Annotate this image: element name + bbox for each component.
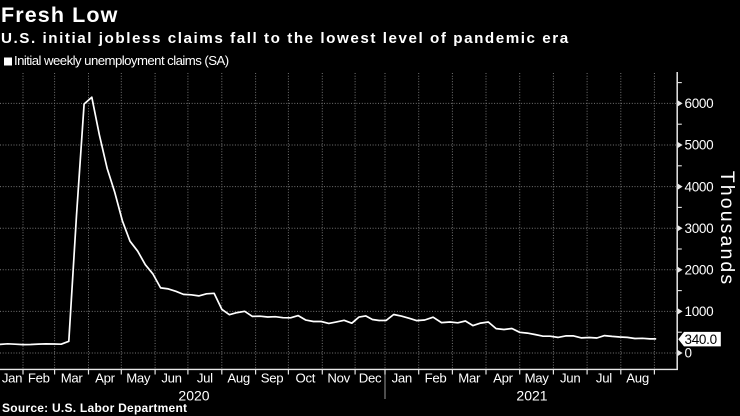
svg-text:Nov: Nov [327,371,350,386]
svg-text:Aug: Aug [227,371,250,386]
svg-text:2021: 2021 [516,388,547,404]
svg-text:2000: 2000 [685,263,714,278]
svg-text:4000: 4000 [685,179,714,194]
svg-text:Feb: Feb [28,371,50,386]
svg-text:1000: 1000 [685,304,714,319]
svg-text:Dec: Dec [359,371,382,386]
svg-text:0: 0 [685,346,692,361]
svg-text:Jun: Jun [560,371,580,386]
svg-text:Apr: Apr [493,371,514,386]
svg-text:Oct: Oct [295,371,315,386]
svg-text:Sep: Sep [261,371,284,386]
svg-text:Fresh Low: Fresh Low [1,3,118,27]
svg-text:Jan: Jan [2,371,22,386]
svg-text:Aug: Aug [626,371,649,386]
svg-text:Feb: Feb [425,371,447,386]
svg-text:3000: 3000 [685,221,714,236]
svg-text:Jul: Jul [596,371,612,386]
svg-text:6000: 6000 [685,96,714,111]
svg-text:Mar: Mar [458,371,481,386]
svg-text:May: May [525,371,550,386]
svg-text:Jun: Jun [161,371,181,386]
svg-text:2020: 2020 [178,388,209,404]
svg-text:U.S. initial jobless claims fa: U.S. initial jobless claims fall to the … [1,30,570,47]
svg-text:Jul: Jul [197,371,213,386]
svg-text:Apr: Apr [95,371,116,386]
svg-text:Source: U.S. Labor Department: Source: U.S. Labor Department [2,401,187,415]
svg-text:5000: 5000 [685,138,714,153]
svg-text:Thousands: Thousands [716,171,738,286]
svg-text:Mar: Mar [61,371,84,386]
svg-text:340.0: 340.0 [685,332,717,347]
svg-text:Initial weekly unemployment cl: Initial weekly unemployment claims (SA) [14,53,229,68]
svg-text:Jan: Jan [392,371,412,386]
svg-text:May: May [126,371,151,386]
